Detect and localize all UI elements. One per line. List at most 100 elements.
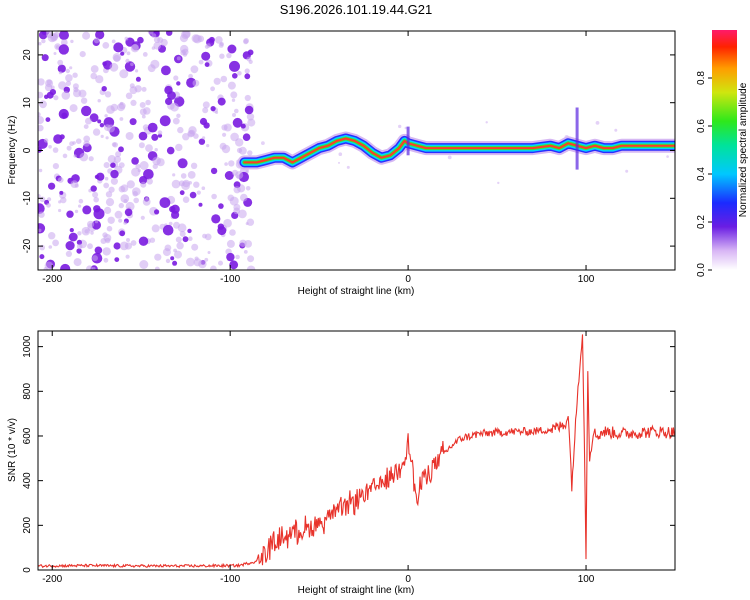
noise-dot: [227, 45, 236, 54]
noise-dot: [104, 162, 110, 168]
noise-dot: [173, 75, 178, 80]
noise-dot: [105, 177, 109, 181]
noise-dot: [107, 226, 113, 232]
noise-dot: [172, 261, 177, 266]
noise-dot: [80, 153, 89, 162]
noise-dot: [72, 73, 77, 78]
noise-dot: [247, 150, 252, 155]
noise-dot: [93, 197, 99, 203]
noise-dot: [109, 187, 115, 193]
noise-dot: [239, 147, 247, 155]
y-tick-label: 0: [22, 147, 33, 153]
snr-x-label: Height of straight line (km): [298, 585, 415, 596]
noise-dot: [125, 37, 129, 41]
noise-dot: [166, 259, 170, 263]
noise-dot: [237, 71, 242, 76]
noise-dot: [92, 255, 98, 261]
noise-dot: [261, 141, 265, 145]
noise-dot: [448, 156, 452, 160]
noise-dot: [173, 118, 180, 125]
noise-dot: [110, 63, 119, 72]
noise-dot: [180, 190, 185, 195]
noise-dot: [69, 66, 72, 69]
noise-dot: [170, 103, 179, 112]
chart-title: S196.2026.101.19.44.G21: [280, 2, 433, 17]
noise-dot: [244, 73, 250, 79]
x-tick-label: 0: [405, 574, 411, 585]
noise-dot: [199, 203, 203, 207]
noise-dot: [38, 42, 41, 45]
noise-dot: [202, 136, 205, 139]
noise-dot: [120, 52, 124, 56]
snr-y-ticks: 02004006008001000: [22, 335, 675, 573]
noise-dot: [83, 140, 89, 146]
noise-dot: [167, 147, 175, 155]
noise-dot: [41, 39, 45, 43]
noise-dot: [46, 203, 51, 208]
noise-dot: [219, 54, 224, 59]
noise-dot: [95, 75, 103, 83]
spectrogram-x-label: Height of straight line (km): [298, 286, 415, 297]
noise-dot: [211, 106, 216, 111]
noise-dot: [110, 170, 118, 178]
noise-dot: [126, 238, 130, 242]
noise-dot: [111, 178, 118, 185]
noise-dot: [62, 91, 71, 100]
noise-dot: [125, 242, 132, 249]
noise-dot: [138, 169, 141, 172]
noise-dot: [145, 197, 148, 200]
noise-dot: [339, 152, 343, 156]
noise-dot: [234, 186, 241, 193]
noise-dot: [80, 51, 86, 57]
noise-dot: [152, 33, 157, 38]
noise-dot: [596, 121, 600, 125]
y-tick-label: 1000: [22, 335, 33, 358]
snr-y-label: SNR (10 * v/v): [7, 418, 18, 482]
y-tick-label: -10: [22, 191, 33, 206]
noise-dot: [183, 53, 187, 57]
noise-dot: [98, 99, 101, 102]
noise-dot: [193, 80, 200, 87]
noise-dot: [183, 236, 189, 242]
noise-dot: [245, 106, 254, 115]
noise-dot: [152, 224, 160, 232]
noise-dot: [209, 37, 215, 43]
snr-content: [38, 334, 675, 567]
noise-dot: [91, 65, 99, 73]
noise-dot: [230, 91, 237, 98]
noise-dot: [74, 258, 82, 266]
noise-dot: [229, 229, 236, 236]
noise-dot: [199, 60, 204, 65]
noise-dot: [65, 74, 73, 82]
noise-dot: [66, 251, 72, 257]
noise-dot: [178, 158, 188, 168]
noise-dot: [58, 177, 64, 183]
x-tick-label: -100: [220, 574, 240, 585]
noise-dot: [497, 182, 499, 184]
noise-dot: [181, 173, 187, 179]
noise-dot: [103, 183, 109, 189]
noise-dot: [170, 256, 174, 260]
noise-dot: [206, 43, 211, 48]
noise-dot: [177, 127, 183, 133]
noise-dot: [161, 66, 171, 76]
noise-dot: [59, 30, 69, 40]
noise-dot: [102, 86, 107, 91]
colorbar: 0.00.20.40.60.8 Normalized spectral ampl…: [696, 30, 749, 277]
noise-dot: [203, 101, 210, 108]
colorbar-tick-label: 0.0: [696, 263, 707, 277]
noise-dot: [143, 107, 151, 115]
noise-dot: [66, 69, 70, 73]
noise-dot: [119, 186, 126, 193]
noise-dot: [82, 32, 90, 40]
y-tick-label: 10: [22, 97, 33, 109]
noise-dot: [77, 231, 81, 235]
noise-dot: [57, 60, 63, 66]
noise-dot: [190, 192, 197, 199]
noise-dot: [67, 146, 72, 151]
noise-dot: [70, 40, 73, 43]
noise-dot: [240, 194, 248, 202]
noise-dot: [155, 267, 160, 272]
noise-dot: [180, 231, 186, 237]
